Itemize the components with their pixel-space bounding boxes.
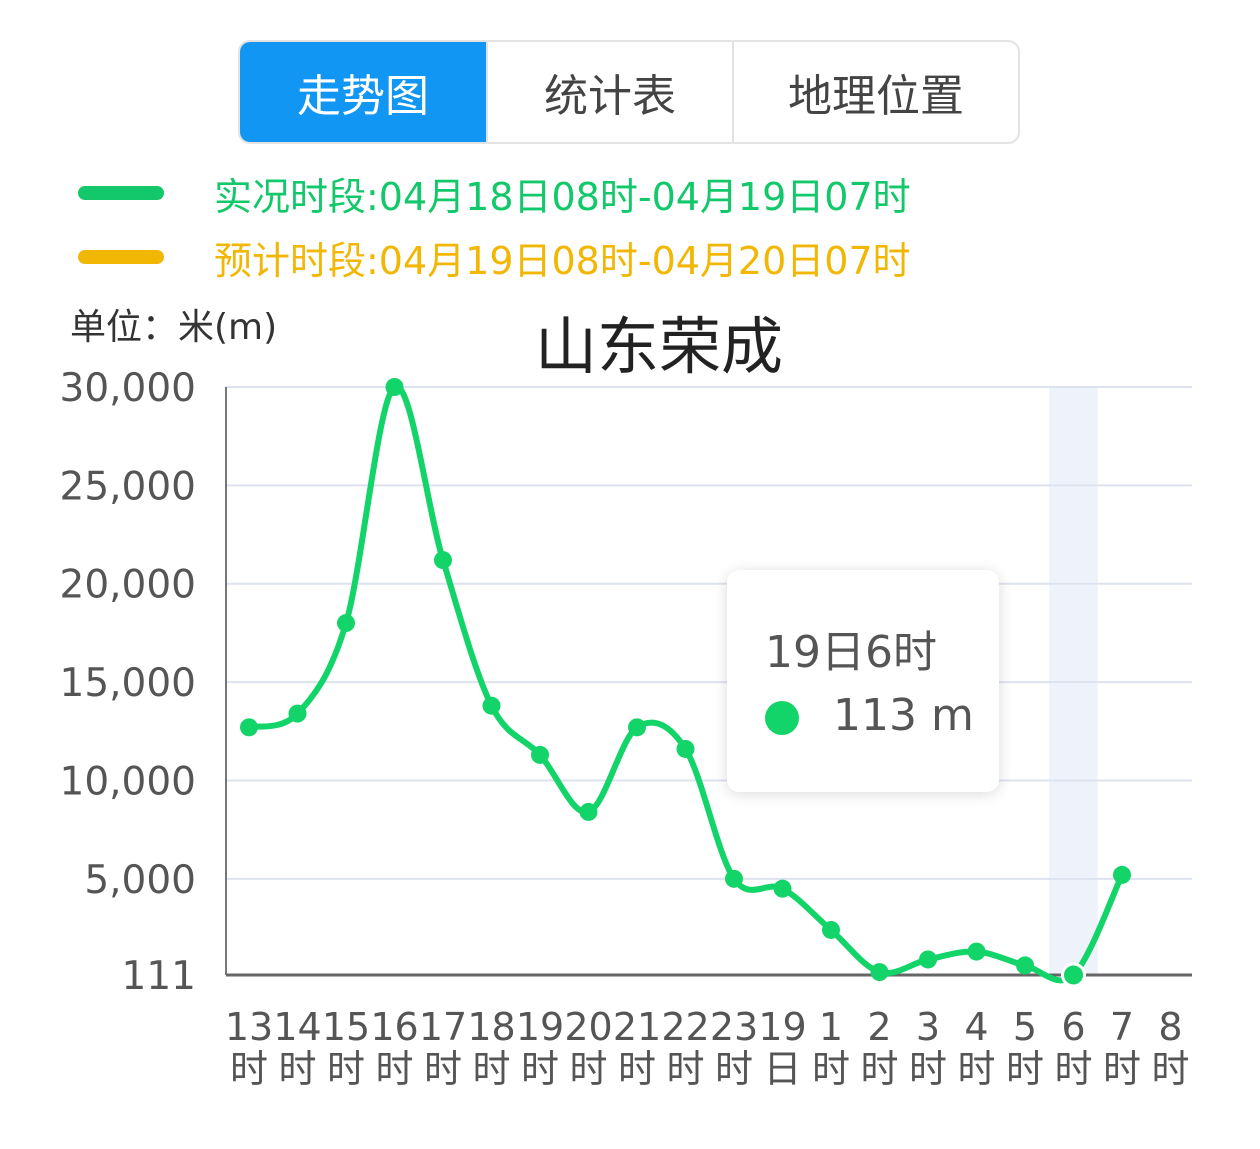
legend-label-observed: 实况时段:04月18日08时-04月19日07时	[214, 174, 911, 219]
tab-trend-chart[interactable]: 走势图	[240, 42, 486, 142]
y-tick-label: 20,000	[60, 563, 196, 608]
data-point	[967, 942, 986, 961]
data-point	[482, 696, 501, 715]
highlight-band	[1049, 387, 1098, 975]
x-tick-label: 8	[1158, 1005, 1182, 1049]
legend-swatch-observed	[78, 186, 164, 200]
x-tick-label: 2	[867, 1005, 891, 1049]
data-point	[385, 378, 404, 396]
legend-swatch-forecast	[78, 250, 164, 264]
x-tick-label: 19	[758, 1005, 806, 1049]
y-tick-label: 30,000	[60, 366, 196, 411]
x-tick-label: 时	[909, 1047, 947, 1091]
x-tick-label: 20	[564, 1005, 612, 1049]
x-tick-label: 14	[273, 1005, 321, 1049]
x-tick-label: 13	[225, 1005, 273, 1049]
x-tick-label: 时	[1151, 1047, 1189, 1091]
data-point	[1113, 865, 1131, 884]
x-tick-label: 时	[424, 1047, 462, 1091]
x-tick-label: 时	[618, 1047, 656, 1091]
legend-item-forecast[interactable]: 预计时段:04月19日08时-04月20日07时	[78, 232, 911, 283]
legend-item-observed[interactable]: 实况时段:04月18日08时-04月19日07时	[78, 168, 911, 219]
x-tick-label: 时	[472, 1047, 510, 1091]
data-point	[240, 718, 258, 737]
x-tick-label: 日	[763, 1047, 801, 1091]
tab-statistics-table[interactable]: 统计表	[486, 42, 732, 142]
data-point	[531, 745, 549, 764]
x-tick-label: 4	[964, 1005, 988, 1049]
x-tick-label: 15	[322, 1005, 370, 1049]
tooltip-value: 113 m	[833, 690, 974, 741]
data-point	[337, 614, 355, 633]
y-tick-label: 10,000	[60, 759, 196, 804]
y-tick-label: 25,000	[60, 464, 196, 509]
x-tick-label: 时	[666, 1047, 704, 1091]
x-tick-label: 时	[812, 1047, 850, 1091]
chart-tooltip: 19日6时 113 m	[727, 570, 999, 792]
x-tick-label: 5	[1013, 1005, 1037, 1049]
data-point	[628, 718, 646, 737]
data-point	[773, 879, 792, 898]
chart-title: 山东荣成	[535, 310, 784, 383]
tab-geo-location[interactable]: 地理位置	[732, 42, 1018, 142]
data-point	[919, 950, 937, 969]
data-point	[288, 704, 307, 723]
x-tick-label: 时	[569, 1047, 607, 1091]
x-tick-label: 时	[327, 1047, 365, 1091]
x-tick-label: 19	[516, 1005, 564, 1049]
x-tick-label: 时	[278, 1047, 316, 1091]
unit-label: 单位：米(m)	[70, 307, 278, 348]
x-tick-label: 时	[375, 1047, 413, 1091]
x-tick-label: 6	[1061, 1005, 1085, 1049]
x-tick-label: 17	[419, 1005, 467, 1049]
x-tick-label: 22	[661, 1005, 709, 1049]
data-point	[1016, 956, 1034, 975]
x-tick-label: 时	[1103, 1047, 1141, 1091]
tooltip-title: 19日6时	[765, 627, 937, 678]
y-tick-label: 15,000	[60, 661, 196, 706]
tab-bar: 走势图 统计表 地理位置	[238, 40, 1020, 144]
data-point	[725, 869, 743, 888]
data-point	[822, 920, 840, 939]
x-tick-label: 时	[957, 1047, 995, 1091]
y-tick-label: 111	[122, 954, 196, 999]
x-tick-label: 3	[916, 1005, 940, 1049]
data-point	[1061, 962, 1086, 988]
x-tick-label: 16	[370, 1005, 418, 1049]
x-tick-label: 21	[613, 1005, 661, 1049]
x-tick-label: 时	[1006, 1047, 1044, 1091]
x-tick-label: 时	[715, 1047, 753, 1091]
y-tick-label: 5,000	[84, 858, 196, 903]
legend-label-forecast: 预计时段:04月19日08时-04月20日07时	[214, 238, 911, 283]
x-tick-label: 时	[860, 1047, 898, 1091]
x-tick-label: 时	[1054, 1047, 1092, 1091]
x-tick-label: 18	[467, 1005, 515, 1049]
data-point	[870, 963, 889, 982]
x-tick-label: 时	[521, 1047, 559, 1091]
x-tick-label: 时	[230, 1047, 268, 1091]
tooltip-series-dot	[765, 701, 799, 735]
x-tick-label: 23	[710, 1005, 758, 1049]
x-tick-label: 7	[1110, 1005, 1134, 1049]
data-point	[579, 802, 598, 821]
data-point	[676, 739, 695, 758]
x-tick-label: 1	[819, 1005, 843, 1049]
data-point	[434, 551, 452, 570]
